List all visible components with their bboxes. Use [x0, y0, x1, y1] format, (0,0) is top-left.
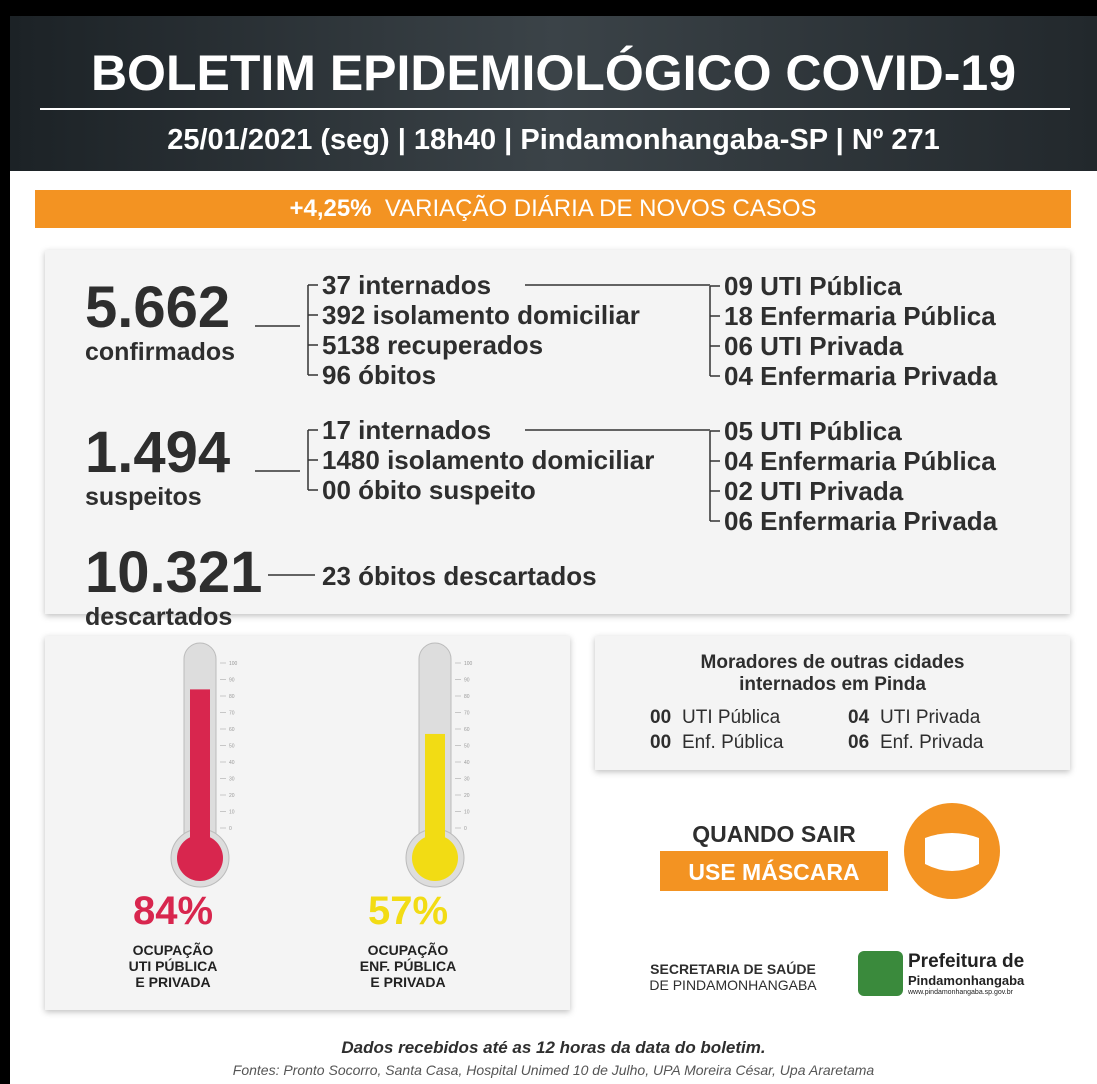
secretaria: DE PINDAMONHANGABA	[628, 977, 838, 993]
page-body: BOLETIM EPIDEMIOLÓGICO COVID-19 25/01/20…	[0, 0, 1097, 1084]
scale-label: 100	[229, 661, 238, 667]
scale-label: 0	[464, 826, 467, 832]
scale-label: 10	[464, 810, 470, 816]
item: 96 óbitos	[322, 360, 436, 390]
scale-label: 40	[464, 760, 470, 766]
scale-label: 60	[229, 727, 235, 733]
scale-label: 20	[229, 793, 235, 799]
scale-label: 30	[464, 777, 470, 783]
total-label: descartados	[85, 603, 232, 632]
footer-sources: Fontes: Pronto Socorro, Santa Casa, Hosp…	[10, 1062, 1097, 1078]
occupancy-label: OCUPAÇÃO	[328, 942, 488, 958]
total: 5.662	[85, 278, 230, 338]
occupancy-label: E PRIVADA	[93, 974, 253, 990]
mask-shape	[925, 833, 979, 871]
scale-label: 50	[229, 744, 235, 750]
detail: 05 UTI Pública	[724, 416, 902, 446]
residents-label: Enf. Pública	[682, 732, 783, 754]
item: 37 internados	[322, 270, 491, 300]
detail: 18 Enfermaria Pública	[724, 301, 996, 331]
detail: 04 Enfermaria Pública	[724, 446, 996, 476]
prefeitura: Pindamonhangaba	[908, 973, 1024, 988]
residents-count: 00	[650, 707, 671, 729]
scale-label: 20	[464, 793, 470, 799]
occupancy-label: E PRIVADA	[328, 974, 488, 990]
total-label: confirmados	[85, 338, 235, 367]
total: 1.494	[85, 423, 230, 483]
prefeitura: www.pindamonhangaba.sp.gov.br	[908, 989, 1013, 996]
total-label: suspeitos	[85, 483, 202, 512]
coat-of-arms	[858, 951, 903, 996]
detail: 06 UTI Privada	[724, 331, 903, 361]
scale-label: 50	[464, 744, 470, 750]
residents-count: 00	[650, 732, 671, 754]
scale-label: 10	[229, 810, 235, 816]
residents-label: Enf. Privada	[880, 732, 984, 754]
scale-label: 70	[229, 711, 235, 717]
detail: 06 Enfermaria Privada	[724, 506, 997, 536]
item: 5138 recuperados	[322, 330, 543, 360]
scale-label: 90	[229, 678, 235, 684]
campaign-line2: USE MÁSCARA	[660, 859, 888, 886]
secretaria: SECRETARIA DE SAÚDE	[628, 961, 838, 977]
residents-title: Moradores de outras cidades	[595, 652, 1070, 674]
footer-note: Dados recebidos até as 12 horas da data …	[10, 1038, 1097, 1058]
scale-label: 40	[229, 760, 235, 766]
scale-label: 70	[464, 711, 470, 717]
residents-count: 06	[848, 732, 869, 754]
prefeitura: Prefeitura de	[908, 951, 1024, 973]
item: 1480 isolamento domiciliar	[322, 445, 654, 475]
item: 23 óbitos descartados	[322, 561, 597, 591]
residents-label: UTI Pública	[682, 707, 780, 729]
scale-label: 0	[229, 826, 232, 832]
thermo-fill	[190, 689, 210, 858]
item: 17 internados	[322, 415, 491, 445]
scale-label: 60	[464, 727, 470, 733]
thermo-bulb	[412, 835, 458, 881]
residents-label: UTI Privada	[880, 707, 980, 729]
scale-label: 90	[464, 678, 470, 684]
total: 10.321	[85, 543, 262, 603]
occupancy-label: ENF. PÚBLICA	[328, 958, 488, 974]
occupancy-percent: 84%	[93, 889, 253, 934]
residents-title: internados em Pinda	[595, 674, 1070, 696]
scale-label: 30	[229, 777, 235, 783]
scale-label: 80	[464, 694, 470, 700]
scale-label: 100	[464, 661, 473, 667]
thermo-bulb	[177, 835, 223, 881]
bulletin: BOLETIM EPIDEMIOLÓGICO COVID-19 25/01/20…	[10, 16, 1097, 1084]
campaign-line1: QUANDO SAIR	[660, 821, 888, 848]
detail: 04 Enfermaria Privada	[724, 361, 997, 391]
occupancy-percent: 57%	[328, 889, 488, 934]
item: 00 óbito suspeito	[322, 475, 536, 505]
scale-label: 80	[229, 694, 235, 700]
occupancy-label: OCUPAÇÃO	[93, 942, 253, 958]
item: 392 isolamento domiciliar	[322, 300, 640, 330]
residents-count: 04	[848, 707, 869, 729]
occupancy-label: UTI PÚBLICA	[93, 958, 253, 974]
detail: 02 UTI Privada	[724, 476, 903, 506]
detail: 09 UTI Pública	[724, 271, 902, 301]
